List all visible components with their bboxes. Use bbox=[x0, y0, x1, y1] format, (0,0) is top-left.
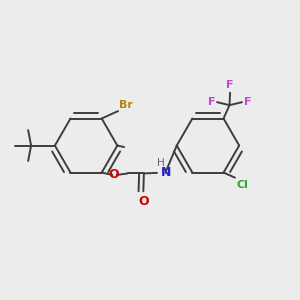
Text: F: F bbox=[226, 80, 234, 90]
Text: Cl: Cl bbox=[237, 180, 248, 190]
Text: F: F bbox=[244, 97, 251, 106]
Text: O: O bbox=[109, 168, 119, 182]
Text: H: H bbox=[157, 158, 164, 167]
Text: Br: Br bbox=[118, 100, 133, 110]
Text: N: N bbox=[160, 167, 171, 179]
Text: O: O bbox=[138, 196, 148, 208]
Text: F: F bbox=[208, 97, 215, 106]
